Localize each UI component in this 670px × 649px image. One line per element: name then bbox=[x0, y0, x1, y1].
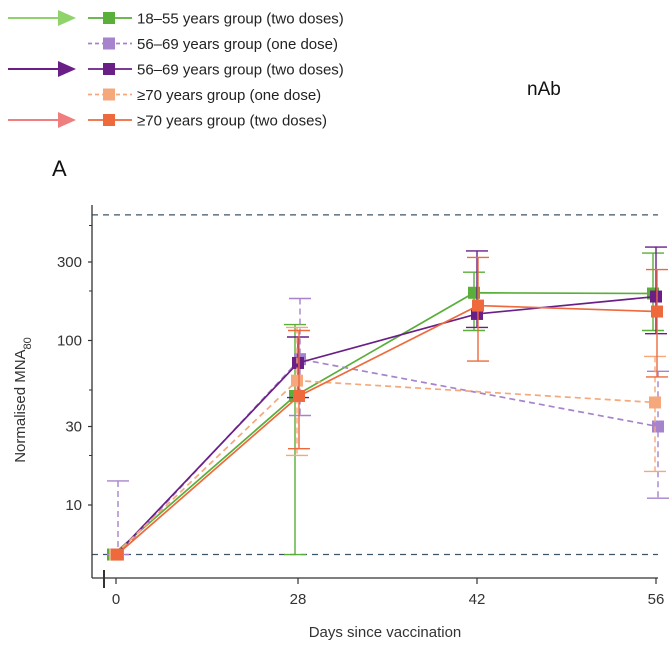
x-tick-label: 0 bbox=[112, 591, 120, 608]
legend-entry: 56–69 years group (one dose) bbox=[88, 36, 338, 53]
series-line bbox=[114, 379, 656, 556]
series-group bbox=[111, 256, 668, 561]
legend-entry: ≥70 years group (two doses) bbox=[8, 112, 327, 130]
legend-entry: 56–69 years group (two doses) bbox=[8, 61, 344, 79]
data-point bbox=[649, 396, 661, 409]
data-point bbox=[291, 374, 303, 387]
y-axis-title-main: Normalised MNA bbox=[12, 349, 29, 462]
series-group bbox=[107, 252, 664, 561]
x-axis-title: Days since vaccination bbox=[309, 624, 462, 641]
legend-marker-swatch bbox=[103, 114, 115, 126]
legend: 18–55 years group (two doses) 56–69 years… bbox=[8, 10, 344, 130]
side-label: nAb bbox=[527, 79, 561, 100]
legend-marker-swatch bbox=[103, 88, 115, 101]
series-line bbox=[116, 304, 658, 556]
x-ticks: 0 28 42 56 bbox=[112, 578, 665, 608]
x-tick-label: 28 bbox=[290, 591, 307, 608]
y-tick-label: 30 bbox=[65, 419, 82, 436]
y-tick-label: 100 bbox=[57, 332, 82, 349]
data-point bbox=[111, 548, 123, 561]
series-line bbox=[115, 295, 657, 556]
y-tick-label: 10 bbox=[65, 497, 82, 514]
data-point bbox=[652, 420, 664, 433]
legend-marker-swatch bbox=[103, 37, 115, 50]
data-point bbox=[651, 305, 663, 318]
series-line bbox=[112, 291, 654, 556]
legend-label: 18–55 years group (two doses) bbox=[137, 11, 344, 28]
legend-label: ≥70 years group (two doses) bbox=[137, 113, 327, 130]
series-group bbox=[109, 326, 666, 561]
x-tick-label: 56 bbox=[648, 591, 665, 608]
series-line bbox=[117, 358, 659, 556]
data-point bbox=[650, 290, 662, 303]
legend-label: 56–69 years group (two doses) bbox=[137, 62, 344, 79]
y-ticks: 10 30 100 300 bbox=[57, 225, 92, 514]
axes bbox=[91, 205, 658, 588]
legend-marker-swatch bbox=[103, 63, 115, 75]
legend-label: 56–69 years group (one dose) bbox=[137, 36, 338, 53]
legend-marker-swatch bbox=[103, 12, 115, 24]
series-group bbox=[110, 246, 667, 561]
panel-label: A bbox=[52, 156, 67, 181]
y-tick-label: 300 bbox=[57, 254, 82, 271]
y-axis-title: Normalised MNA80 bbox=[12, 337, 34, 463]
data-point bbox=[472, 299, 484, 312]
legend-arrow-head bbox=[58, 10, 76, 26]
legend-entry: ≥70 years group (one dose) bbox=[88, 87, 321, 104]
data-point bbox=[292, 356, 304, 369]
legend-entry: 18–55 years group (two doses) bbox=[8, 10, 344, 28]
x-tick-label: 42 bbox=[469, 591, 486, 608]
data-point bbox=[293, 389, 305, 402]
legend-label: ≥70 years group (one dose) bbox=[137, 87, 321, 104]
series-layer bbox=[107, 246, 669, 561]
legend-arrow-head bbox=[58, 61, 76, 77]
reference-lines bbox=[92, 214, 658, 556]
legend-arrow-head bbox=[58, 112, 76, 128]
y-axis-title-subscript: 80 bbox=[22, 337, 34, 349]
